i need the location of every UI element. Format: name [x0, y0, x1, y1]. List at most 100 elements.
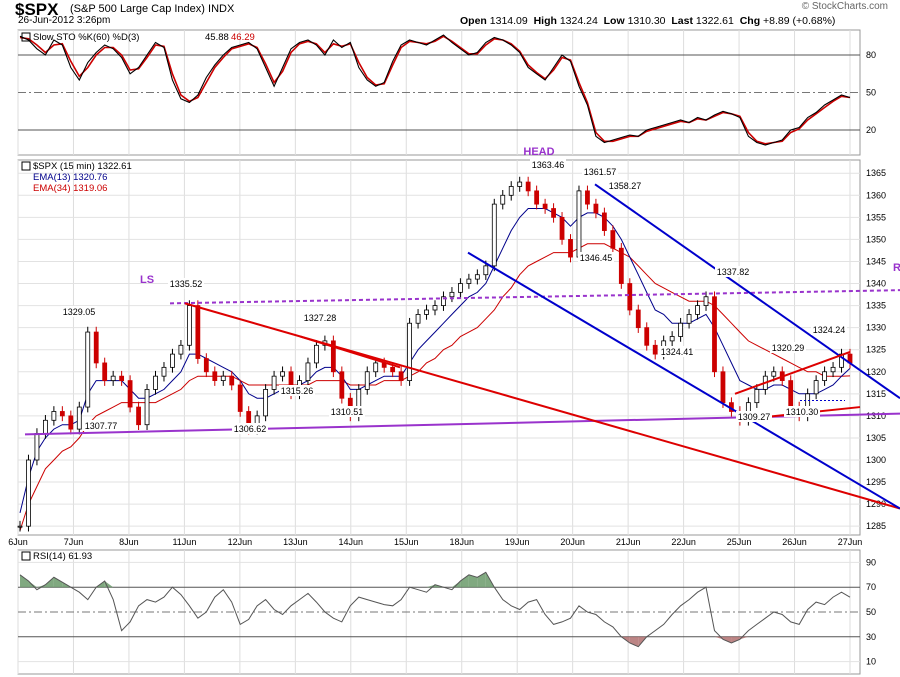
price-annotation: 1324.41	[661, 347, 694, 357]
rsi-tick-label: 90	[866, 557, 876, 567]
price-candle	[26, 459, 31, 527]
red-segment	[299, 335, 401, 369]
x-tick-label: 7Jun	[64, 537, 84, 547]
price-candle	[34, 433, 40, 461]
last-value: 1322.61	[695, 15, 734, 27]
price-annotation: 1306.62	[234, 424, 267, 434]
sto-k-line	[19, 34, 851, 146]
rsi-tick-label: 30	[866, 632, 876, 642]
price-candle	[51, 411, 57, 421]
price-annotation-bg	[736, 411, 772, 422]
ohlc-readout: Open 1314.09 High 1324.24 Low 1310.30 La…	[460, 15, 835, 27]
price-candle	[271, 375, 277, 390]
price-tick-label: 1360	[866, 190, 886, 200]
left-shoulder-label: LS	[140, 274, 154, 286]
price-annotation-bg	[530, 159, 566, 170]
x-tick-label: 11Jun	[172, 537, 196, 547]
price-tick-label: 1335	[866, 301, 886, 311]
price-candle	[407, 322, 412, 381]
rsi-overbought-fill	[468, 574, 478, 588]
channel-upper	[594, 183, 900, 400]
rsi-overbought-fill	[36, 584, 46, 588]
price-candle	[678, 322, 684, 337]
price-candle	[449, 291, 455, 298]
price-tick-label: 1365	[866, 168, 886, 178]
rsi-overbought-fill	[460, 574, 469, 588]
price-tick-label: 1305	[866, 433, 886, 443]
price-panel-frame	[17, 159, 861, 536]
price-annotation-bg	[232, 423, 268, 434]
price-candle	[59, 411, 65, 417]
price-candle	[263, 389, 269, 417]
price-candle	[432, 305, 438, 311]
x-tick-label: 6Jun	[8, 537, 28, 547]
price-candle	[669, 336, 675, 342]
price-candle	[822, 371, 827, 381]
open-value: 1314.09	[489, 15, 528, 27]
price-annotation: 1363.46	[532, 160, 565, 170]
rsi-oversold-fill	[731, 636, 740, 643]
price-candle	[508, 186, 514, 196]
price-candle	[559, 216, 565, 240]
price-annotation: 1335.52	[170, 279, 203, 289]
price-candle	[695, 305, 700, 315]
x-tick-label: 14Jun	[339, 537, 364, 547]
price-tick-label: 1285	[866, 521, 886, 531]
price-candle	[424, 309, 429, 315]
low-label: Low	[603, 15, 625, 27]
price-candle	[136, 406, 141, 426]
sto-legend-d: 46.29	[231, 32, 255, 43]
price-tick-label: 1345	[866, 256, 886, 266]
ema34-legend: EMA(34) 1319.06	[33, 183, 107, 194]
price-candle	[93, 331, 99, 364]
price-tick-label: 1315	[866, 389, 886, 399]
price-candle	[754, 389, 760, 404]
price-annotation-bg	[168, 278, 204, 289]
price-annotation-bg	[811, 324, 847, 335]
symbol-title: $SPX	[15, 0, 59, 19]
price-candle	[237, 384, 243, 412]
price-tick-label: 1350	[866, 234, 886, 244]
price-candle	[551, 208, 556, 218]
exchange-label: INDX	[208, 3, 235, 15]
price-annotation-bg	[302, 312, 338, 323]
rsi-oversold-fill	[629, 636, 639, 647]
x-tick-label: 22Jun	[671, 537, 696, 547]
price-candle	[153, 375, 158, 390]
price-candle	[110, 375, 116, 381]
rsi-line	[19, 571, 851, 648]
price-tick-label: 1310	[866, 411, 886, 421]
price-candle	[314, 344, 319, 364]
price-annotation-bg	[582, 166, 618, 177]
low-value: 1310.30	[627, 15, 666, 27]
price-candle	[618, 247, 624, 284]
price-candle	[534, 190, 540, 205]
x-tick-label: 19Jun	[505, 537, 530, 547]
price-candle	[483, 265, 489, 276]
channel-lower	[467, 251, 900, 510]
price-annotation-bg	[770, 342, 806, 353]
price-annotation: 1346.45	[580, 253, 613, 263]
price-candle	[525, 181, 531, 192]
rsi-overbought-fill	[20, 574, 29, 588]
x-tick-label: 25Jun	[727, 537, 752, 547]
price-candle	[771, 371, 777, 377]
price-candle	[474, 274, 480, 280]
ema13-legend: EMA(13) 1320.76	[33, 172, 107, 183]
right-shoulder-label: RS	[893, 262, 900, 274]
price-candle	[466, 278, 472, 284]
price-candle	[305, 362, 311, 381]
price-tick-label: 1300	[866, 455, 886, 465]
price-candle	[195, 305, 201, 359]
price-candle	[186, 305, 192, 346]
price-candle	[364, 371, 370, 390]
price-candle	[220, 375, 226, 381]
price-annotation: 1361.57	[584, 167, 617, 177]
price-candle	[568, 239, 573, 258]
price-candle	[686, 314, 692, 324]
rsi-oversold-fill	[722, 636, 732, 643]
price-tick-label: 1295	[866, 477, 886, 487]
price-candle	[585, 190, 590, 205]
legend-marker	[21, 161, 31, 171]
